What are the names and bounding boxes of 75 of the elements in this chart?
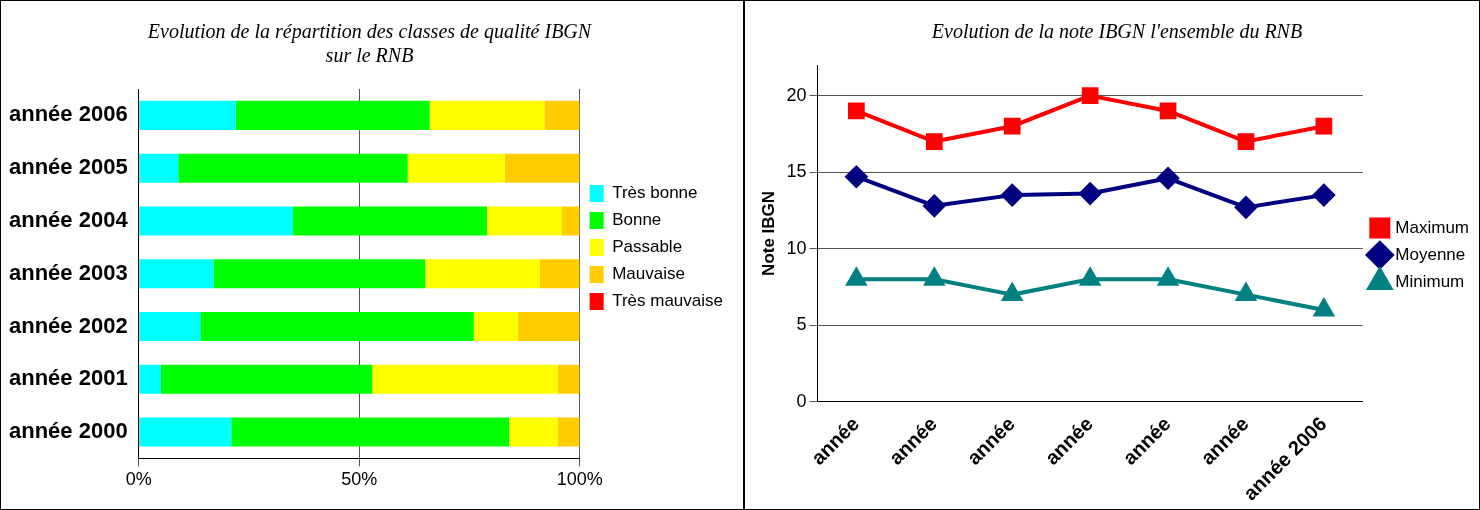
legend-label: Maximum [1395, 217, 1469, 237]
bar [544, 100, 580, 130]
bar [139, 206, 293, 236]
bar [487, 206, 563, 236]
legend-label: Mauvaise [612, 264, 685, 284]
y-tick-label: 0 [796, 390, 807, 411]
point [1312, 184, 1335, 207]
point [1001, 184, 1024, 207]
bar [539, 259, 580, 289]
bar [557, 364, 580, 394]
bar [429, 100, 545, 130]
point [924, 268, 945, 286]
point [1314, 298, 1334, 317]
point [1234, 196, 1257, 219]
legend-label: Très bonne [612, 183, 698, 203]
bar [213, 259, 426, 289]
point [848, 102, 865, 120]
x-tick-label: 0% [125, 469, 152, 490]
bar [557, 417, 580, 447]
y-tick-label: année 2006 [9, 101, 128, 127]
point [1081, 87, 1099, 104]
point [1080, 268, 1100, 286]
bar [231, 417, 510, 447]
bar [160, 364, 373, 394]
bar [473, 311, 518, 341]
legend-label: Bonne [612, 210, 662, 230]
bar [292, 206, 488, 236]
point [925, 133, 943, 150]
point [1079, 182, 1102, 205]
x-tick-label: 50% [341, 469, 378, 490]
point [923, 194, 946, 217]
y-tick-label: année 2002 [9, 312, 128, 338]
legend-label: Minimum [1395, 271, 1465, 291]
point [1159, 102, 1177, 120]
bar [200, 311, 474, 341]
bar [139, 364, 161, 394]
point [1158, 268, 1178, 286]
bar [139, 153, 179, 183]
y-tick-label: année 2000 [9, 418, 128, 444]
bar [139, 100, 236, 130]
point [1157, 167, 1180, 190]
bar [504, 153, 580, 183]
chart-title: Evolution de la note IBGN l'ensemble du RNB [930, 20, 1303, 43]
bar [139, 259, 214, 289]
y-tick-label: 20 [786, 84, 807, 105]
y-tick-label: 15 [786, 161, 807, 182]
bar [139, 417, 232, 447]
bar [139, 311, 201, 341]
bar [178, 153, 408, 183]
y-tick-label: année 2001 [9, 365, 128, 391]
chart-title: Evolution de la répartition des classes de qualité IBGN sur le RNB [146, 20, 593, 67]
point [1003, 117, 1021, 135]
point [1315, 117, 1333, 135]
point [1234, 281, 1257, 302]
bar [425, 259, 540, 289]
point [1001, 281, 1024, 302]
point [1237, 133, 1255, 150]
y-axis-title: Note IBGN [758, 190, 778, 276]
bar [372, 364, 558, 394]
legend-label: Moyenne [1395, 244, 1466, 264]
bar [407, 153, 505, 183]
bar [562, 206, 580, 236]
bar [235, 100, 430, 130]
bar [517, 311, 580, 341]
point [845, 165, 868, 188]
y-tick-label: année 2005 [9, 154, 128, 180]
y-tick-label: 5 [796, 314, 807, 335]
legend-label: Très mauvaise [612, 291, 724, 311]
y-tick-label: année 2004 [9, 206, 129, 232]
point [846, 268, 867, 286]
legend-label: Passable [612, 237, 683, 257]
y-tick-label: année 2003 [9, 259, 128, 285]
y-tick-label: 10 [786, 237, 807, 258]
bar [509, 417, 558, 447]
x-tick-label: 100% [556, 469, 603, 490]
